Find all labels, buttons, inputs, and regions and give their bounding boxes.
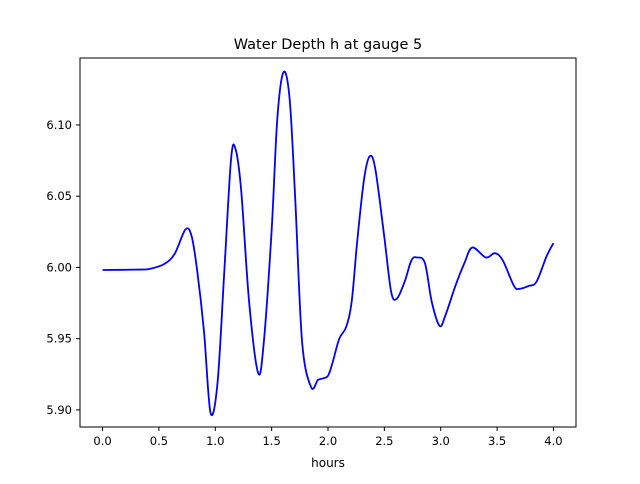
- y-tick-label: 5.90: [46, 403, 72, 417]
- x-tick-label: 3.0: [432, 434, 450, 448]
- y-axis: 5.90 5.95 6.00 6.05 6.10: [46, 118, 80, 417]
- plot-area: [102, 70, 555, 416]
- y-tick-label: 6.10: [46, 118, 72, 132]
- x-tick-label: 0.0: [93, 434, 111, 448]
- x-tick-label: 2.5: [375, 434, 393, 448]
- x-tick-label: 1.5: [262, 434, 280, 448]
- x-tick-label: 4.0: [544, 434, 562, 448]
- x-tick-label: 0.5: [150, 434, 168, 448]
- y-tick-label: 6.05: [46, 189, 72, 203]
- x-tick-label: 1.0: [206, 434, 224, 448]
- series-line-h: [102, 70, 555, 416]
- x-tick-label: 2.0: [319, 434, 337, 448]
- chart-title: Water Depth h at gauge 5: [234, 37, 422, 53]
- y-tick-label: 6.00: [46, 260, 72, 274]
- x-axis: 0.0 0.5 1.0 1.5 2.0 2.5 3.0 3.5 4.0: [93, 427, 563, 448]
- x-tick-label: 3.5: [488, 434, 506, 448]
- axes-frame: [79, 57, 577, 428]
- x-axis-label: hours: [311, 456, 345, 470]
- y-tick-label: 5.95: [46, 332, 72, 346]
